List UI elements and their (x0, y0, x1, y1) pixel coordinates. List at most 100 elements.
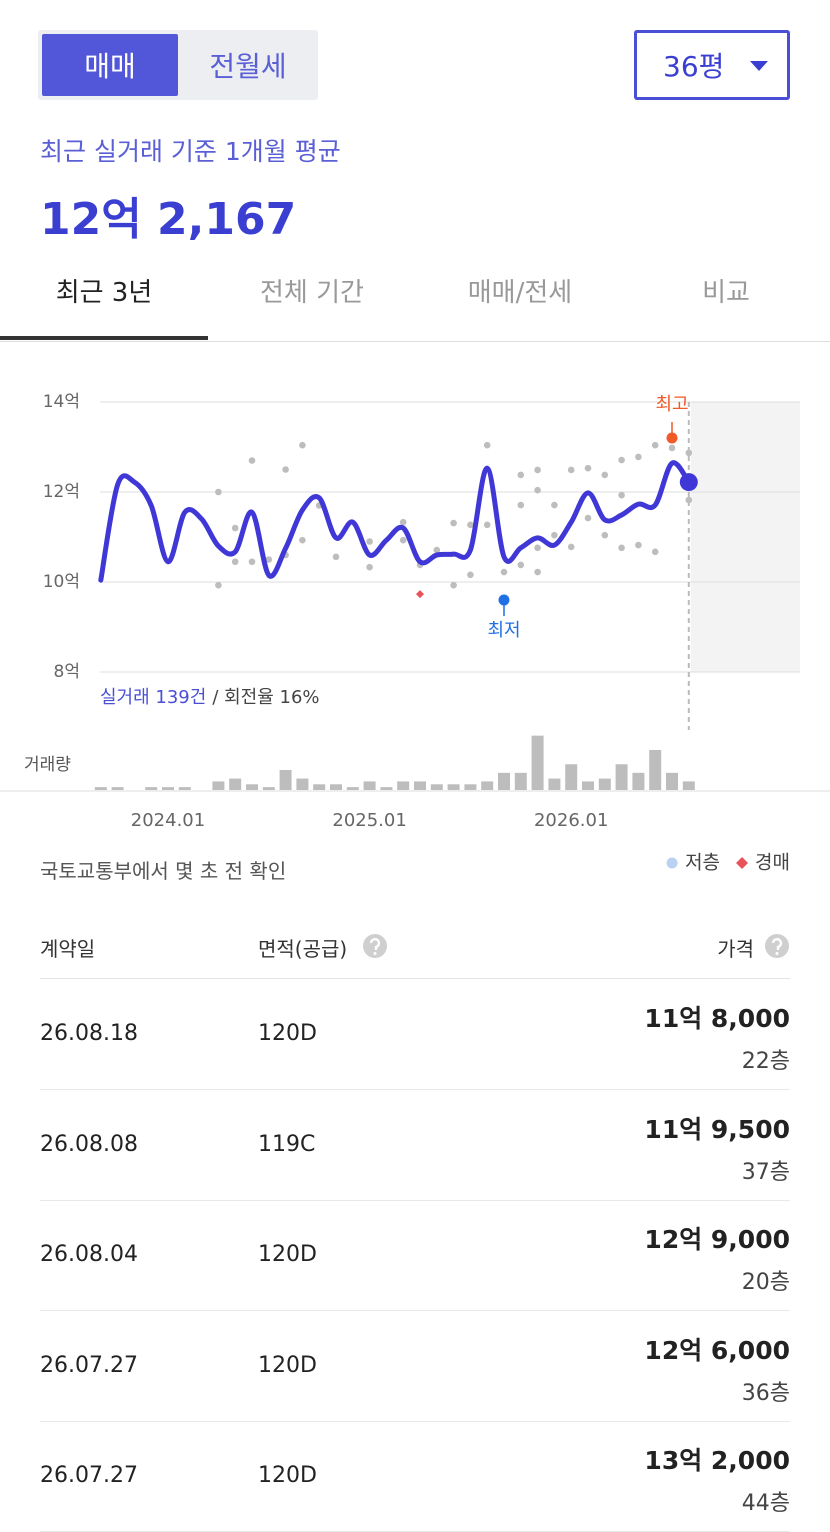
volume-bar (162, 787, 174, 790)
deal-toggle: 매매 전월세 (38, 30, 318, 100)
trade-point (399, 518, 407, 526)
volume-bar (296, 778, 309, 790)
trade-point (265, 556, 273, 563)
trade-point (450, 519, 457, 527)
volume-bar (145, 787, 158, 790)
annotation-label: 최고 (655, 394, 688, 415)
table-header: 계약일 면적(공급) 가격 (40, 925, 790, 979)
contract-date: 26.07.27 (40, 1352, 138, 1378)
trade-point (517, 471, 525, 479)
trade-row[interactable]: 26.07.27 120D 12억 6,000 36층 (40, 1311, 790, 1422)
trade-point (248, 558, 256, 566)
trade-point (534, 544, 541, 552)
toggle-option[interactable]: 매매 (42, 34, 178, 96)
volume-bar (666, 772, 678, 790)
trade-point (248, 457, 256, 464)
tab[interactable]: 최근 3년 (0, 270, 208, 340)
y-tick-label: 10억 (43, 572, 80, 592)
x-tick-label: 2024.01 (131, 810, 205, 831)
trade-point (668, 444, 676, 452)
volume-bar (414, 781, 426, 790)
trade-point (500, 568, 508, 576)
volume-bar (94, 787, 107, 790)
header-cell: 가격 (717, 937, 754, 961)
help-icon[interactable] (362, 933, 388, 959)
toggle-option[interactable]: 전월세 (209, 50, 287, 83)
legend-marker (736, 857, 749, 869)
volume-bar (330, 784, 342, 790)
floor: 37층 (741, 1159, 790, 1185)
annotation-label: 최저 (487, 620, 520, 641)
trade-point (231, 524, 239, 532)
size-selector[interactable]: 36평 (634, 30, 790, 100)
volume-bar (346, 787, 359, 790)
trade-point (584, 514, 592, 522)
volume-bar (279, 769, 292, 790)
trade-point (534, 486, 541, 494)
volume-bar (615, 764, 628, 790)
volume-bar (178, 787, 191, 790)
trade-row[interactable]: 26.08.08 119C 11억 9,500 37층 (40, 1090, 790, 1201)
annotation-point (498, 594, 510, 606)
volume-bar (447, 784, 460, 790)
size-label: 36평 (663, 50, 725, 83)
volume-bar (212, 781, 225, 790)
summary-value: 12억 2,167 (40, 194, 297, 245)
legend-label: 저층 (685, 852, 720, 874)
dropdown-icon (750, 61, 768, 71)
area: 119C (258, 1131, 316, 1157)
volume-bar (682, 781, 695, 790)
trade-row[interactable]: 26.07.27 120D 13억 2,000 44층 (40, 1421, 790, 1532)
volume-bar (632, 772, 645, 790)
trade-count: 실거래 139건 (100, 687, 206, 708)
header-cell: 면적(공급) (258, 937, 348, 961)
trade-point (618, 456, 625, 464)
header-cell: 계약일 (40, 937, 96, 961)
trade-point (534, 568, 541, 576)
volume-bar (548, 778, 561, 790)
trade-point (551, 531, 558, 539)
trade-point (450, 581, 457, 589)
trade-point (551, 501, 558, 509)
volume-bar (565, 764, 578, 790)
tab[interactable]: 비교 (702, 278, 750, 308)
trade-point (433, 546, 441, 554)
floor: 22층 (741, 1049, 790, 1074)
volume-bar (498, 772, 510, 790)
trade-point (483, 521, 491, 529)
floor: 20층 (741, 1270, 790, 1295)
trade-point (467, 521, 474, 529)
trade-point (399, 536, 407, 544)
trade-row[interactable]: 26.08.18 120D 11억 8,000 22층 (40, 979, 790, 1090)
volume-bar (464, 784, 477, 790)
volume-bar (514, 772, 527, 790)
trade-point (299, 536, 306, 544)
trade-point (601, 531, 609, 539)
tab[interactable]: 전체 기간 (260, 278, 364, 308)
help-icon[interactable] (764, 933, 790, 959)
legend-marker (666, 857, 678, 869)
trade-point (366, 563, 373, 571)
trade-point (584, 464, 592, 472)
tab[interactable]: 매매/전세 (467, 278, 573, 308)
summary-label: 최근 실거래 기준 1개월 평균 (40, 137, 341, 166)
volume-bar (531, 735, 544, 790)
source-note: 국토교통부에서 몇 초 전 확인 (40, 859, 287, 883)
trade-point (534, 466, 541, 474)
trade-point (366, 538, 373, 545)
legend-label: 경매 (755, 852, 790, 874)
contract-date: 26.08.04 (40, 1242, 138, 1267)
volume-bar (246, 784, 258, 790)
trade-point (685, 449, 693, 457)
area: 120D (258, 1463, 317, 1488)
trade-row[interactable]: 26.08.04 120D 12억 9,000 20층 (40, 1200, 790, 1311)
tab-bar: 최근 3년 전체 기간 매매/전세 비교 (0, 270, 830, 342)
trade-point (635, 541, 642, 549)
y-tick-label: 8억 (54, 662, 80, 682)
floor: 44층 (741, 1491, 790, 1516)
volume-bar (363, 781, 376, 790)
trade-point (215, 581, 222, 589)
volume-bar (649, 749, 662, 790)
